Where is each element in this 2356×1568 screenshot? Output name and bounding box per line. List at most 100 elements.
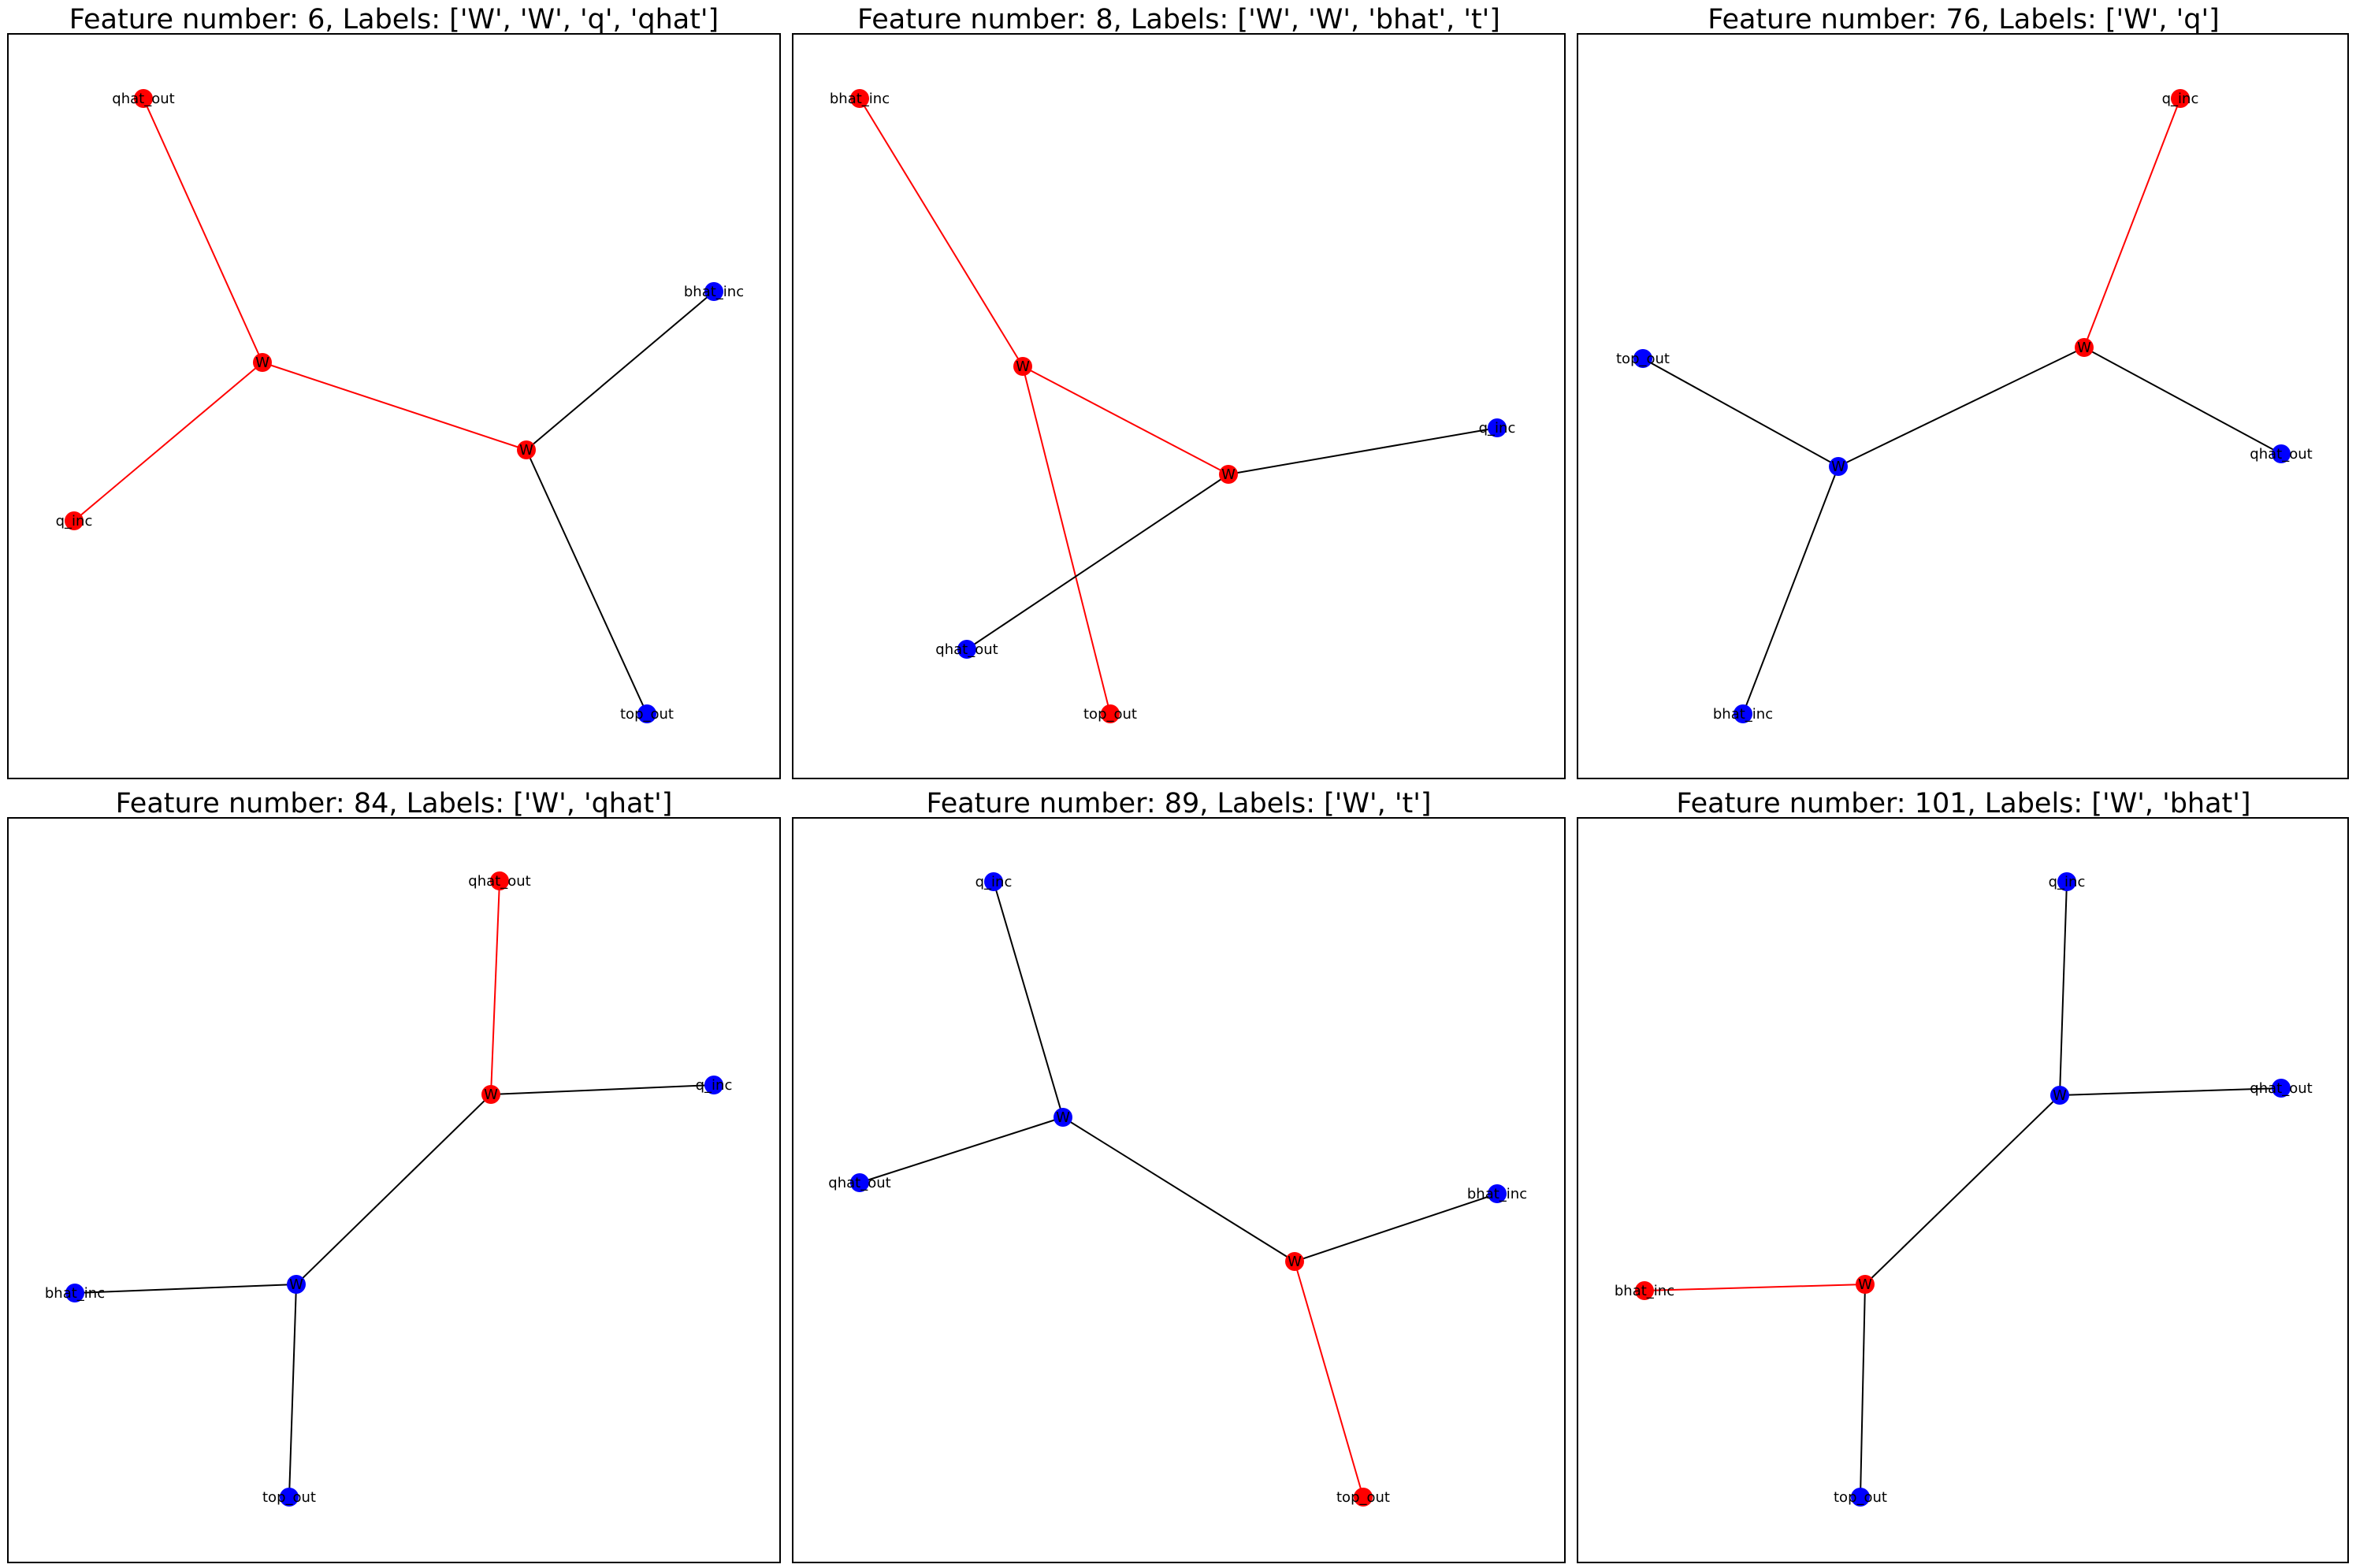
graph-edge <box>993 881 1064 1118</box>
graph-edge <box>1742 466 1839 715</box>
graph-node <box>2057 872 2076 891</box>
graph-node <box>2050 1086 2069 1105</box>
graph-node <box>1285 1252 1304 1271</box>
graph-edge <box>288 1284 297 1498</box>
graph-node <box>517 440 536 459</box>
graph-edge <box>966 474 1229 650</box>
graph-edge <box>1860 1284 1866 1498</box>
graph-panel: Feature number: 101, Labels: ['W', 'bhat… <box>1577 788 2349 1563</box>
graph-node <box>1856 1275 1875 1294</box>
graph-edge <box>1294 1193 1498 1262</box>
graph-edge <box>1022 366 1229 475</box>
graph-node <box>481 1085 500 1104</box>
graph-node <box>957 640 976 659</box>
graph-edge <box>1062 1117 1295 1262</box>
graph-edge <box>74 1284 297 1294</box>
graph-node <box>1054 1108 1072 1127</box>
node-label: W <box>2077 340 2091 356</box>
graph-panel: Feature number: 89, Labels: ['W', 't'] q_… <box>792 788 1566 1563</box>
node-label: W <box>1288 1254 1302 1270</box>
panel-title: Feature number: 76, Labels: ['W', 'q'] <box>1708 4 2220 35</box>
panel-frame <box>792 817 1566 1563</box>
node-label: top_out <box>620 706 674 723</box>
panel-title: Feature number: 89, Labels: ['W', 't'] <box>926 788 1431 819</box>
graph-edge <box>2083 347 2282 455</box>
node-label: qhat_out <box>112 91 174 107</box>
graph-node <box>637 704 656 723</box>
graph-node <box>1219 465 1238 484</box>
graph-node <box>65 511 84 530</box>
graph-node <box>1635 1281 1654 1300</box>
node-label: W <box>484 1087 498 1103</box>
graph-edge <box>2083 98 2181 348</box>
panel-title: Feature number: 84, Labels: ['W', 'qhat'… <box>116 788 673 819</box>
node-label: qhat_out <box>2250 1080 2312 1097</box>
graph-node <box>984 872 1003 891</box>
graph-node <box>287 1275 306 1294</box>
graph-edge <box>1864 1094 2061 1285</box>
panel-title: Feature number: 8, Labels: ['W', 'W', 'b… <box>857 4 1500 35</box>
graph-edge <box>859 1117 1064 1183</box>
graph-edge <box>262 362 527 451</box>
graph-edge <box>73 362 263 522</box>
node-label: W <box>255 355 269 371</box>
node-label: W <box>2053 1087 2067 1104</box>
graph-panel: Feature number: 8, Labels: ['W', 'W', 'b… <box>792 4 1566 779</box>
node-label: bhat_inc <box>830 91 890 107</box>
node-label: top_out <box>262 1489 316 1506</box>
graph-panel: Feature number: 76, Labels: ['W', 'q'] q_… <box>1577 4 2349 779</box>
graph-node <box>1829 457 1848 476</box>
graph-edge <box>1022 366 1111 715</box>
graph-node <box>1101 704 1120 723</box>
graph-edge <box>490 880 500 1095</box>
graph-edge <box>859 98 1024 367</box>
node-label: q_inc <box>2049 874 2086 890</box>
graph-node <box>2272 1079 2291 1098</box>
node-label: q_inc <box>1479 420 1516 437</box>
node-label: W <box>289 1276 303 1293</box>
node-label: q_inc <box>696 1077 733 1094</box>
node-label: bhat_inc <box>684 284 744 300</box>
node-label: W <box>1221 466 1236 483</box>
panel-frame <box>1577 33 2349 779</box>
graph-edge <box>1644 1284 1866 1291</box>
node-label: q_inc <box>2162 91 2199 107</box>
node-label: top_out <box>1336 1489 1390 1506</box>
graph-panel: Feature number: 84, Labels: ['W', 'qhat'… <box>7 788 781 1563</box>
graph-node <box>65 1284 84 1302</box>
graph-node <box>2075 338 2094 357</box>
node-label: qhat_out <box>2250 446 2312 463</box>
node-label: bhat_inc <box>45 1285 105 1302</box>
graph-edge <box>1642 358 1839 467</box>
graph-edge <box>1228 427 1498 475</box>
graph-node <box>2272 444 2291 463</box>
panel-frame <box>7 33 781 779</box>
panel-frame <box>1577 817 2349 1563</box>
graph-edge <box>2059 1087 2282 1096</box>
node-label: W <box>1831 459 1845 475</box>
node-label: W <box>1858 1276 1872 1293</box>
node-label: top_out <box>1083 706 1137 723</box>
graph-node <box>850 89 869 108</box>
graph-edge <box>295 1094 492 1285</box>
graph-node <box>1488 1184 1507 1203</box>
graph-node <box>2171 89 2190 108</box>
panel-title: Feature number: 101, Labels: ['W', 'bhat… <box>1676 788 2250 819</box>
node-label: top_out <box>1834 1489 1887 1506</box>
panel-frame <box>7 817 781 1563</box>
graph-node <box>1851 1488 1870 1507</box>
graph-edge <box>1294 1261 1364 1498</box>
node-label: bhat_inc <box>1467 1186 1527 1202</box>
node-label: qhat_out <box>468 873 530 890</box>
node-label: W <box>1016 359 1030 375</box>
graph-node <box>1013 357 1032 376</box>
graph-node <box>280 1488 299 1507</box>
graph-panel: Feature number: 6, Labels: ['W', 'W', 'q… <box>7 4 781 779</box>
panel-frame <box>792 33 1566 779</box>
node-label: q_inc <box>56 513 93 529</box>
graph-node <box>1488 418 1507 437</box>
node-label: qhat_out <box>828 1175 890 1191</box>
graph-edge <box>490 1084 715 1095</box>
node-label: bhat_inc <box>1615 1283 1674 1299</box>
